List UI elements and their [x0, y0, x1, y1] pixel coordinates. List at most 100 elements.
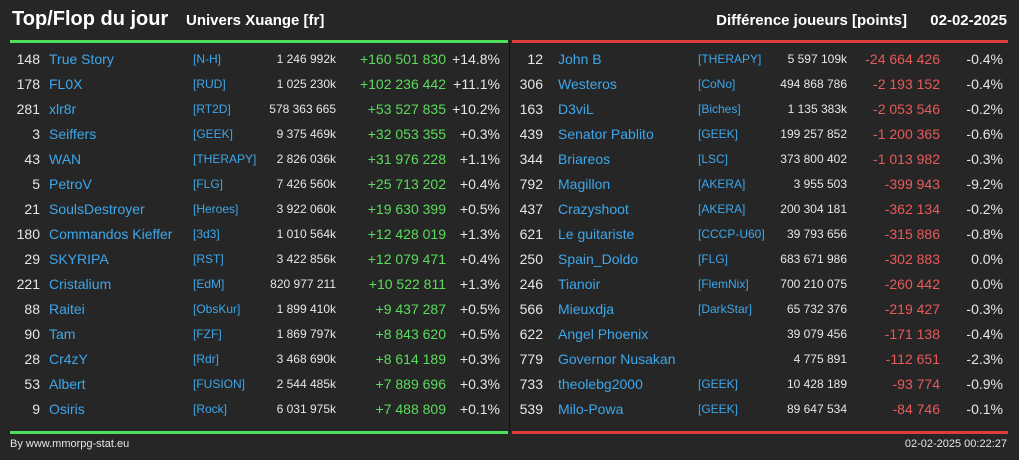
points-difference: +102 236 442: [359, 76, 446, 92]
points-difference: +25 713 202: [367, 176, 446, 192]
player-name-link[interactable]: Magillon: [558, 176, 611, 192]
guild-tag-link[interactable]: [RUD]: [193, 77, 226, 91]
table-row: 53 Albert [FUSION] 2 544 485k +7 889 696 +0.3…: [10, 372, 508, 397]
player-rank: 566: [519, 301, 543, 317]
player-rank: 21: [24, 201, 40, 217]
player-name-link[interactable]: Cristalium: [49, 276, 112, 292]
player-name-link[interactable]: True Story: [49, 51, 114, 67]
player-name-link[interactable]: Crazyshoot: [558, 201, 629, 217]
player-name-link[interactable]: D3viL: [558, 101, 594, 117]
player-name-link[interactable]: Senator Pablito: [558, 126, 654, 142]
table-row: 281 xlr8r [RT2D] 578 363 665 +53 527 835 +10.…: [10, 97, 508, 122]
points-difference: +10 522 811: [368, 276, 446, 292]
player-name-link[interactable]: xlr8r: [49, 101, 77, 117]
guild-tag-link[interactable]: [AKERA]: [698, 202, 746, 216]
guild-tag-link[interactable]: [FLG]: [193, 177, 224, 191]
player-name-link[interactable]: Seiffers: [49, 126, 97, 142]
guild-tag-link[interactable]: [FUSION]: [193, 377, 246, 391]
percent-change: -0.4%: [966, 76, 1003, 92]
player-name-link[interactable]: Tam: [49, 326, 76, 342]
points-difference: +7 488 809: [375, 401, 446, 417]
table-row: 9 Osiris [Rock] 6 031 975k +7 488 809 +0.1%: [10, 397, 508, 422]
top-losers-divider: [512, 40, 1008, 43]
table-row: 344 Briareos [LSC] 373 800 402 -1 013 982 -0.…: [512, 147, 1008, 172]
player-name-link[interactable]: Governor Nusakan: [558, 351, 676, 367]
player-name-link[interactable]: SoulsDestroyer: [49, 201, 145, 217]
player-name-link[interactable]: John B: [558, 51, 602, 67]
player-points: 1 869 797k: [276, 327, 336, 341]
player-points: 3 955 503: [793, 177, 847, 191]
guild-tag-link[interactable]: [LSC]: [698, 152, 729, 166]
guild-tag-link[interactable]: [ObsKur]: [193, 302, 241, 316]
guild-tag-link[interactable]: [AKERA]: [698, 177, 746, 191]
guild-tag-link[interactable]: [GEEK]: [193, 127, 234, 141]
guild-tag-link[interactable]: [RST]: [193, 252, 224, 266]
percent-change: -0.2%: [966, 201, 1003, 217]
player-rank: 792: [519, 176, 543, 192]
player-name-link[interactable]: Tianoir: [558, 276, 601, 292]
player-rank: 53: [24, 376, 40, 392]
points-difference: -302 883: [884, 251, 940, 267]
guild-tag-link[interactable]: [GEEK]: [698, 127, 739, 141]
player-name-link[interactable]: Westeros: [558, 76, 617, 92]
guild-tag-link[interactable]: [Rock]: [193, 402, 228, 416]
header-bar: Top/Flop du jour Univers Xuange [fr] Dif…: [0, 0, 1019, 40]
player-name-link[interactable]: Commandos Kieffer: [49, 226, 173, 242]
player-name-link[interactable]: Mieuxdja: [558, 301, 615, 317]
points-difference: +8 843 620: [375, 326, 446, 342]
guild-tag-link[interactable]: [N-H]: [193, 52, 221, 66]
player-name-link[interactable]: Milo-Powa: [558, 401, 624, 417]
guild-tag-link[interactable]: [Heroes]: [193, 202, 239, 216]
player-name-link[interactable]: SKYRIPA: [49, 251, 109, 267]
player-name-link[interactable]: Albert: [49, 376, 86, 392]
guild-tag-link[interactable]: [THERAPY]: [193, 152, 257, 166]
footer-timestamp: 02-02-2025 00:22:27: [904, 438, 1007, 450]
points-difference: -2 053 546: [873, 101, 940, 117]
guild-tag-link[interactable]: [FlemNix]: [698, 277, 749, 291]
player-name-link[interactable]: Cr4zY: [49, 351, 88, 367]
guild-tag-link[interactable]: [FZF]: [193, 327, 222, 341]
player-name-link[interactable]: Osiris: [49, 401, 85, 417]
table-row: 180 Commandos Kieffer [3d3] 1 010 564k +12 4…: [10, 222, 508, 247]
player-name-link[interactable]: Raitei: [49, 301, 85, 317]
server-subtitle: Univers Xuange [fr]: [186, 12, 325, 29]
player-points: 39 793 656: [786, 227, 847, 241]
table-row: 178 FL0X [RUD] 1 025 230k +102 236 442 +11.1%: [10, 72, 508, 97]
player-rank: 437: [519, 201, 543, 217]
player-name-link[interactable]: theolebg2000: [558, 376, 643, 392]
guild-tag-link[interactable]: [EdM]: [193, 277, 225, 291]
player-points: 578 363 665: [269, 102, 336, 116]
player-rank: 622: [519, 326, 543, 342]
player-name-link[interactable]: Le guitariste: [558, 226, 635, 242]
points-difference: -24 664 426: [865, 51, 940, 67]
player-rank: 221: [16, 276, 40, 292]
guild-tag-link[interactable]: [GEEK]: [698, 377, 739, 391]
guild-tag-link[interactable]: [GEEK]: [698, 402, 739, 416]
points-difference: -112 651: [885, 351, 940, 367]
percent-change: -0.8%: [966, 226, 1003, 242]
guild-tag-link[interactable]: [CoNo]: [698, 77, 736, 91]
guild-tag-link[interactable]: [RT2D]: [193, 102, 231, 116]
player-rank: 539: [519, 401, 543, 417]
player-name-link[interactable]: PetroV: [49, 176, 92, 192]
table-row: 29 SKYRIPA [RST] 3 422 856k +12 079 471 +0.4%: [10, 247, 508, 272]
player-points: 89 647 534: [786, 402, 847, 416]
player-name-link[interactable]: Briareos: [558, 151, 611, 167]
table-row: 566 Mieuxdja [DarkStar] 65 732 376 -219 427 -…: [512, 297, 1008, 322]
table-row: 439 Senator Pablito [GEEK] 199 257 852 -1 20…: [512, 122, 1008, 147]
player-name-link[interactable]: Spain_Doldo: [558, 251, 639, 267]
guild-tag-link[interactable]: [FLG]: [698, 252, 729, 266]
table-row: 622 Angel Phoenix 39 079 456 -171 138 -0.4%: [512, 322, 1008, 347]
guild-tag-link[interactable]: [3d3]: [193, 227, 220, 241]
player-name-link[interactable]: Angel Phoenix: [558, 326, 649, 342]
guild-tag-link[interactable]: [DarkStar]: [698, 302, 753, 316]
player-rank: 29: [24, 251, 40, 267]
guild-tag-link[interactable]: [THERAPY]: [698, 52, 762, 66]
player-name-link[interactable]: WAN: [49, 151, 82, 167]
player-points: 4 775 891: [793, 352, 847, 366]
guild-tag-link[interactable]: [Rdr]: [193, 352, 220, 366]
player-name-link[interactable]: FL0X: [49, 76, 83, 92]
guild-tag-link[interactable]: [Biches]: [698, 102, 741, 116]
guild-tag-link[interactable]: [CCCP-U60]: [698, 227, 765, 241]
percent-change: -0.9%: [966, 376, 1003, 392]
